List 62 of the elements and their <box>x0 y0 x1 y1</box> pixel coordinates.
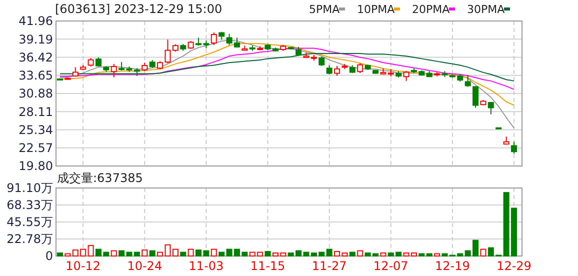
bar <box>188 248 194 256</box>
y-tick-label: 39.19 <box>18 32 53 46</box>
bar <box>64 253 71 256</box>
bar <box>426 253 432 256</box>
x-tick-label: 12-29 <box>496 259 532 273</box>
legend-label: 30PMA <box>467 3 506 16</box>
y-tick-label: 68.33万 <box>6 198 53 212</box>
y-tick-label: 22.78万 <box>6 232 53 246</box>
candlestick <box>334 65 340 76</box>
bar <box>210 248 217 256</box>
x-tick-label: 12-19 <box>435 259 470 273</box>
bar <box>172 248 178 256</box>
y-tick-label: 22.57 <box>18 141 53 156</box>
bar <box>380 252 386 256</box>
bar <box>418 253 425 256</box>
x-tick-label: 11-03 <box>188 259 224 273</box>
y-tick-label: 0 <box>45 249 53 264</box>
y-tick-label: 19.80 <box>18 159 53 174</box>
candlestick <box>511 141 517 154</box>
bar <box>88 245 94 256</box>
y-tick-label: 30.88 <box>18 86 53 101</box>
bar <box>180 252 186 256</box>
candlestick <box>464 74 471 88</box>
bar <box>142 250 148 256</box>
x-tick-label: 12-07 <box>373 259 408 273</box>
legend-label: 20PMA <box>412 3 450 16</box>
candlestick <box>488 101 494 115</box>
line-series <box>60 48 514 90</box>
y-tick-label: 33.65 <box>18 68 53 83</box>
bar <box>57 252 63 256</box>
x-tick-label: 11-15 <box>250 259 286 273</box>
candlestick <box>472 86 479 108</box>
bar <box>118 250 125 256</box>
y-tick-label: 28.11 <box>18 104 53 119</box>
candlestick <box>357 62 364 74</box>
y-tick-label: 91.10万 <box>6 181 53 196</box>
bar <box>326 248 332 256</box>
y-tick-label: 45.55万 <box>6 215 53 230</box>
bar <box>442 253 448 256</box>
x-tick-label: 10-24 <box>127 259 162 273</box>
bar <box>357 250 364 256</box>
y-tick-label: 25.34 <box>18 122 53 137</box>
legend-label: 10PMA <box>357 3 396 16</box>
candlestick <box>318 56 325 66</box>
y-tick-label: 36.42 <box>18 50 53 64</box>
candlestick <box>210 32 217 46</box>
y-tick-label: 41.96 <box>18 14 53 28</box>
legend-label: 5PMA <box>309 3 340 16</box>
bar <box>434 253 440 256</box>
bar <box>480 248 486 256</box>
bar <box>349 252 356 256</box>
bar <box>110 250 117 256</box>
candlestick <box>326 64 332 75</box>
chart-title: [603613] 2023-12-29 15:00 <box>55 2 222 16</box>
x-tick-label: 10-12 <box>66 259 101 273</box>
bar <box>264 251 271 256</box>
candlestick <box>403 70 410 82</box>
x-tick-label: 11-27 <box>312 259 347 273</box>
bar <box>218 252 225 256</box>
chart-title: 成交量:637385 <box>57 171 143 185</box>
bar <box>149 250 156 256</box>
candlestick <box>110 63 117 78</box>
